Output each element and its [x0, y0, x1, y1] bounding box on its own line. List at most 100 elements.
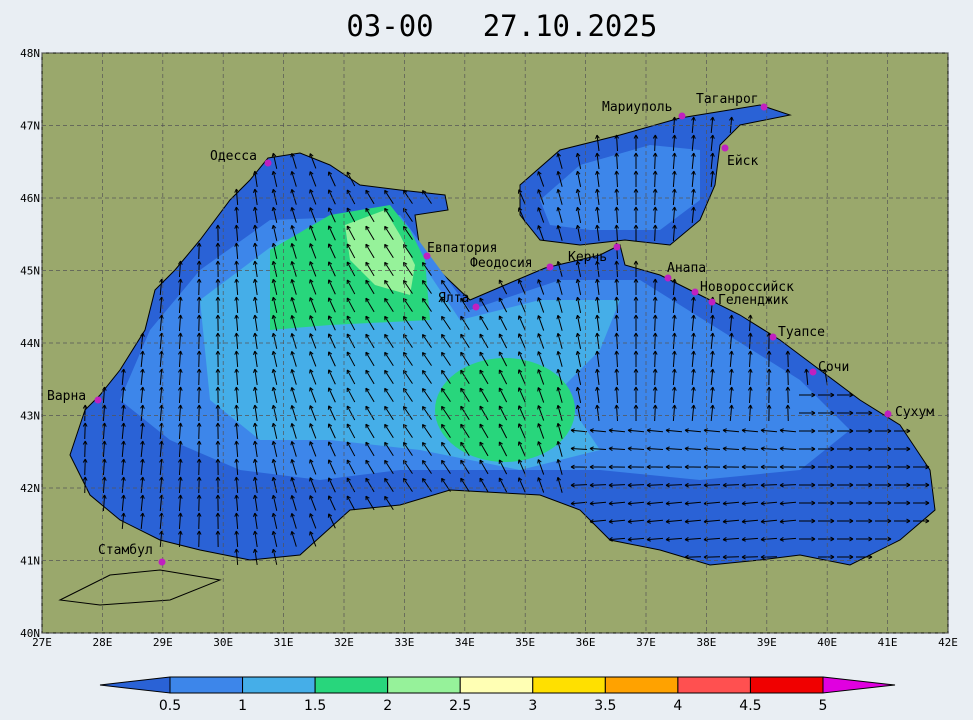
arrow	[837, 428, 854, 434]
arrow	[856, 410, 873, 416]
arrow	[441, 369, 451, 384]
arrow	[421, 351, 432, 366]
arrow	[517, 207, 526, 223]
city-label: Варна	[47, 389, 86, 404]
arrow	[556, 404, 563, 421]
arrow	[101, 386, 107, 404]
arrow	[271, 512, 278, 529]
arrow	[271, 278, 278, 295]
arrow	[608, 482, 626, 488]
arrow	[760, 537, 778, 542]
city-label: Таганрог	[696, 92, 759, 107]
arrow	[140, 350, 145, 368]
arrow	[672, 368, 677, 386]
city-marker	[769, 333, 777, 341]
arrow	[575, 368, 582, 385]
arrow	[691, 116, 696, 134]
arrow	[403, 387, 413, 402]
arrow	[365, 351, 375, 367]
arrow	[327, 513, 336, 529]
arrow	[309, 153, 317, 169]
arrow	[177, 260, 183, 278]
arrow	[691, 296, 696, 314]
arrow	[365, 279, 375, 295]
arrow	[234, 314, 239, 332]
arrow	[234, 386, 239, 404]
arrow	[633, 386, 639, 404]
arrow	[837, 518, 854, 524]
current-arrows	[82, 116, 930, 566]
arrow	[121, 512, 126, 530]
arrow	[460, 351, 470, 367]
arrow	[479, 333, 489, 349]
arrow	[570, 501, 588, 506]
colorbar-segment	[749, 676, 824, 694]
arrow	[215, 314, 221, 332]
arrow	[608, 501, 626, 506]
arrow	[672, 404, 677, 422]
arrow	[271, 368, 278, 385]
arrow	[710, 314, 715, 332]
arrow	[196, 458, 202, 476]
colorbar-segment	[314, 676, 389, 694]
colorbar-label: 4	[673, 698, 682, 714]
arrow	[595, 134, 600, 151]
arrow	[215, 494, 221, 512]
arrow	[856, 428, 873, 434]
arrow	[290, 368, 297, 385]
arrow	[575, 224, 582, 241]
arrow	[177, 458, 183, 476]
arrow	[346, 225, 356, 241]
arrow	[215, 296, 221, 314]
arrow	[441, 351, 451, 366]
arrow	[234, 332, 239, 350]
arrow	[691, 152, 696, 170]
arrow	[82, 422, 88, 440]
arrow	[608, 428, 626, 433]
city-marker	[264, 159, 272, 167]
title-time: 03-00	[346, 9, 433, 43]
arrow	[633, 188, 639, 206]
x-tick-label: 41E	[878, 636, 898, 649]
arrow	[652, 152, 658, 170]
arrow	[215, 350, 221, 368]
arrow	[479, 459, 489, 475]
arrow	[652, 224, 658, 242]
arrow	[403, 477, 413, 492]
arrow	[309, 333, 317, 349]
arrow	[614, 188, 620, 206]
arrow	[747, 404, 753, 422]
arrow	[177, 476, 183, 494]
arrow	[652, 170, 658, 188]
arrow	[479, 405, 489, 421]
arrow	[215, 386, 221, 404]
arrow	[82, 404, 88, 422]
arrow	[441, 405, 451, 420]
arrow	[722, 554, 740, 560]
arrow	[837, 482, 854, 488]
arrow	[252, 188, 258, 205]
arrow	[589, 428, 607, 433]
arrow	[215, 440, 221, 458]
arrow	[722, 482, 740, 488]
arrow	[665, 428, 683, 433]
y-tick-label: 47N	[20, 120, 40, 133]
arrow	[684, 482, 702, 488]
city-label: Туапсе	[778, 325, 825, 340]
x-tick-label: 36E	[576, 636, 596, 649]
arrow	[252, 296, 258, 313]
arrow	[252, 458, 258, 475]
arrow	[595, 314, 600, 331]
arrow	[556, 332, 563, 349]
x-tick-label: 32E	[334, 636, 354, 649]
arrow	[575, 404, 582, 421]
arrow	[196, 260, 202, 278]
colorbar-segment	[242, 676, 316, 694]
arrow	[633, 278, 639, 296]
arrow	[575, 350, 582, 367]
arrow	[537, 477, 545, 493]
arrow	[252, 368, 258, 385]
colorbar-segment	[169, 676, 244, 694]
arrow	[856, 446, 873, 452]
arrow	[517, 333, 526, 349]
